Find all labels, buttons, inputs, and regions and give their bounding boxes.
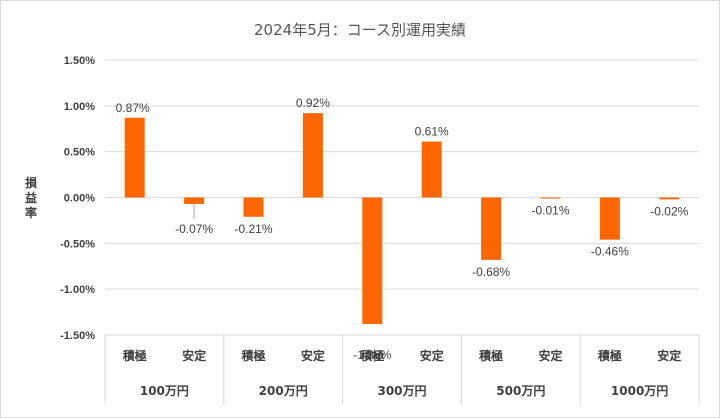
y-tick-label: 1.00%	[64, 101, 95, 113]
category-label: 積極	[478, 348, 503, 363]
bar	[599, 197, 620, 240]
group-label: 1000万円	[611, 384, 668, 398]
group-label: 200万円	[259, 384, 308, 398]
bar	[362, 197, 383, 324]
y-tick-labels: 1.50% 1.00% 0.50% 0.00% -0.50% -1.00% -1.50%	[60, 55, 95, 342]
category-label: 積極	[597, 348, 622, 363]
group-label: 100万円	[140, 384, 189, 398]
y-tick-label: -1.50%	[60, 330, 95, 342]
y-tick-label: 1.50%	[64, 55, 95, 67]
bar	[184, 197, 205, 204]
group-label: 500万円	[496, 384, 545, 398]
y-tick-label: -0.50%	[60, 238, 95, 250]
category-label: 積極	[240, 348, 265, 363]
y-tick-label: 0.50%	[64, 147, 95, 159]
bar	[124, 117, 145, 198]
y-tick-label: -1.00%	[60, 284, 95, 296]
data-label: -1.38%	[353, 348, 391, 362]
bar	[421, 141, 442, 198]
bars	[124, 113, 680, 324]
chart-title: 2024年5月：コース別運用実績	[254, 21, 466, 39]
bar	[481, 197, 502, 260]
category-label: 安定	[538, 348, 562, 363]
group-label: 300万円	[377, 384, 426, 398]
data-label: -0.68%	[472, 265, 510, 279]
data-label: 0.61%	[415, 125, 449, 139]
bar	[302, 113, 323, 198]
category-label: 安定	[420, 348, 444, 363]
category-labels: 積極 安定 積極 安定 積極 安定 積極 安定 積極 安定 100万円 200万円 300万円 500万円…	[122, 348, 682, 398]
category-label: 安定	[657, 348, 681, 363]
category-label: 積極	[122, 348, 147, 363]
category-label: 積極	[359, 348, 384, 363]
data-label: -0.01%	[531, 203, 569, 217]
category-label: 安定	[182, 348, 206, 363]
data-labels: 0.87% -0.07% -0.21% 0.92% -1.38% 0.61% -0.68% -…	[116, 96, 689, 362]
bar	[659, 197, 680, 200]
y-tick-label: 0.00%	[64, 193, 95, 205]
data-label: -0.21%	[234, 222, 272, 236]
bar	[540, 197, 561, 199]
data-label: -0.07%	[175, 222, 213, 236]
category-label: 安定	[301, 348, 325, 363]
y-axis-label: 損益率	[25, 175, 38, 220]
data-label: 0.87%	[116, 101, 150, 115]
data-label: -0.02%	[650, 204, 688, 218]
data-label: -0.46%	[591, 245, 629, 259]
data-label: 0.92%	[296, 96, 330, 110]
bar	[243, 197, 264, 217]
